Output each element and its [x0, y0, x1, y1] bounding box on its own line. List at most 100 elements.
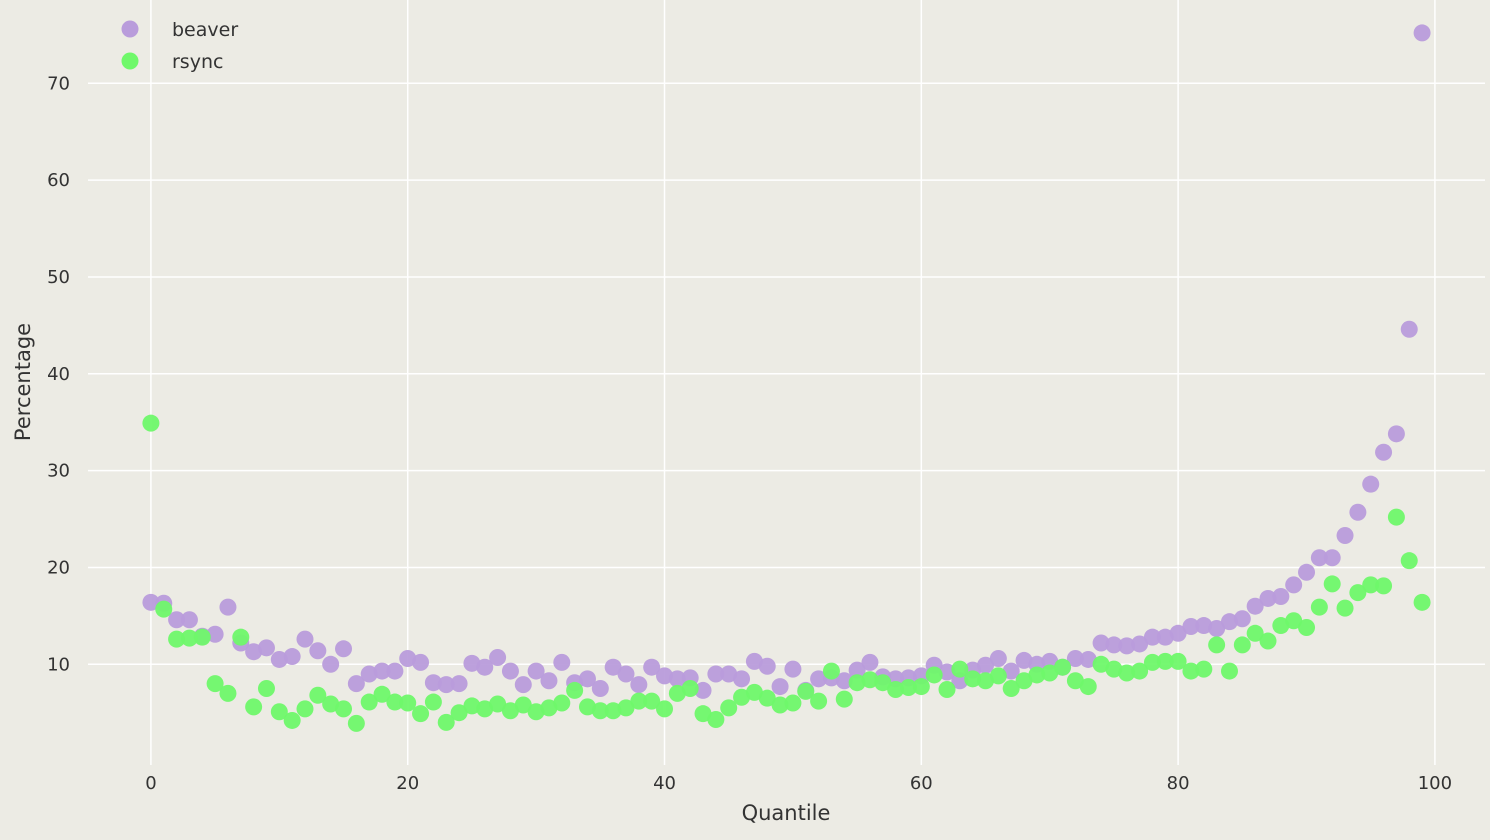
point-beaver [1182, 618, 1200, 636]
point-rsync [951, 660, 969, 678]
point-beaver [668, 670, 686, 688]
point-rsync [412, 705, 430, 723]
legend-marker-beaver [121, 20, 139, 38]
point-beaver [1272, 588, 1290, 606]
point-rsync [527, 703, 545, 721]
point-beaver [1118, 637, 1136, 655]
x-tick-label: 20 [396, 773, 419, 794]
point-rsync [168, 630, 186, 648]
point-rsync [899, 679, 917, 697]
point-beaver [412, 653, 430, 671]
point-beaver [771, 678, 789, 696]
point-beaver [335, 640, 353, 658]
point-rsync [206, 675, 224, 693]
y-tick-label: 20 [47, 557, 70, 578]
point-rsync [476, 700, 494, 718]
point-beaver [578, 670, 596, 688]
point-rsync [810, 692, 828, 710]
point-rsync [232, 628, 250, 646]
point-beaver [296, 630, 314, 648]
point-rsync [566, 681, 584, 699]
point-beaver [360, 665, 378, 683]
point-rsync [553, 694, 571, 712]
point-beaver [399, 649, 417, 667]
y-tick-label: 70 [47, 73, 70, 94]
point-rsync [848, 674, 866, 692]
point-rsync [964, 670, 982, 688]
point-beaver [604, 658, 622, 676]
point-beaver [938, 663, 956, 681]
point-rsync [1092, 655, 1110, 673]
point-rsync [386, 693, 404, 711]
point-beaver [758, 657, 776, 675]
point-beaver [1323, 549, 1341, 567]
point-beaver [219, 598, 237, 616]
point-beaver [1336, 527, 1354, 544]
point-rsync [489, 695, 507, 713]
point-rsync [578, 698, 596, 716]
point-rsync [540, 699, 558, 717]
point-beaver [540, 672, 558, 690]
point-rsync [155, 600, 173, 618]
point-beaver [1156, 628, 1174, 646]
point-rsync [604, 702, 622, 720]
point-rsync [1195, 660, 1213, 678]
point-rsync [1413, 593, 1431, 611]
point-rsync [1079, 678, 1097, 696]
point-beaver [1143, 628, 1161, 646]
y-tick-label: 50 [47, 267, 70, 288]
point-beaver [1362, 475, 1380, 493]
point-beaver [1079, 650, 1097, 668]
point-beaver [463, 654, 481, 672]
point-beaver [1131, 635, 1149, 653]
point-rsync [296, 700, 314, 718]
point-beaver [206, 625, 224, 643]
x-tick-label: 60 [910, 773, 933, 794]
point-beaver [527, 662, 545, 680]
x-tick-label: 0 [145, 773, 156, 794]
point-beaver [180, 611, 198, 629]
point-rsync [245, 698, 263, 716]
legend: beaver rsync [121, 19, 238, 73]
point-rsync [373, 685, 391, 703]
point-beaver [835, 672, 853, 690]
point-beaver [617, 665, 635, 683]
point-rsync [463, 697, 481, 715]
point-rsync [989, 667, 1007, 685]
point-beaver [694, 681, 712, 699]
y-tick-label: 10 [47, 654, 70, 675]
point-beaver [1400, 320, 1418, 338]
data-points [142, 24, 1431, 732]
point-rsync [1105, 660, 1123, 678]
point-beaver [1208, 619, 1226, 637]
point-rsync [1298, 618, 1316, 636]
point-beaver [1413, 24, 1431, 42]
point-rsync [1156, 652, 1174, 670]
point-beaver [168, 611, 186, 629]
point-rsync [347, 714, 365, 732]
point-beaver [386, 662, 404, 680]
point-rsync [771, 696, 789, 714]
y-tick-label: 30 [47, 461, 70, 482]
point-beaver [1298, 563, 1316, 581]
point-beaver [489, 649, 507, 667]
point-beaver [450, 675, 468, 693]
point-beaver [514, 676, 532, 694]
point-rsync [322, 695, 340, 713]
point-rsync [1375, 577, 1393, 595]
point-rsync [835, 690, 853, 708]
point-rsync [784, 694, 802, 712]
point-rsync [283, 711, 301, 729]
point-rsync [399, 694, 417, 712]
point-rsync [617, 699, 635, 717]
point-rsync [1246, 624, 1264, 642]
point-rsync [1002, 680, 1020, 697]
point-rsync [1259, 632, 1277, 650]
point-rsync [938, 680, 956, 698]
point-rsync [1118, 664, 1136, 682]
x-tick-label: 80 [1167, 773, 1190, 794]
point-beaver [1105, 636, 1123, 654]
point-beaver [283, 648, 301, 666]
point-rsync [1066, 672, 1084, 690]
